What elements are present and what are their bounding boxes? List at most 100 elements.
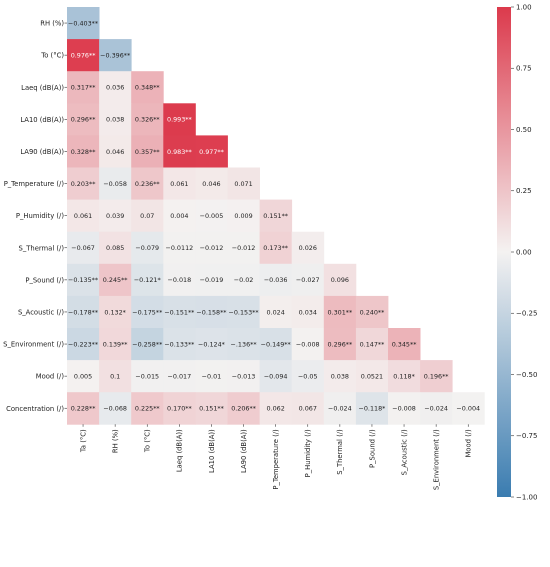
colorbar-tick-label: −0.25 [516,310,537,318]
cell-value-label: −0.0112 [165,244,193,252]
cell-value-label: −0.008 [296,340,320,348]
heatmap-cell [323,263,357,297]
heatmap-cell [259,199,293,233]
cell-value-label: −0.158** [196,308,226,316]
heatmap-cell [355,392,389,425]
heatmap-cell [131,231,164,265]
cell-value-label: 0.151** [263,212,288,220]
column-label: P_Humidity (/) [304,429,312,477]
heatmap-cell [195,328,228,361]
cell-value-label: −0.403** [68,19,98,27]
heatmap-cell [99,360,132,393]
cell-value-label: −0.121* [134,276,161,284]
colorbar-tick-label: −0.50 [516,371,537,379]
cell-value-label: 0.039 [106,212,124,220]
column-label: S_Thermal (/) [336,429,344,475]
column-label: To (°C) [144,429,152,453]
cell-value-label: −.136** [231,340,257,348]
heatmap-cell [163,263,196,297]
cell-value-label: 0.004 [170,212,188,220]
heatmap-cell [131,328,164,361]
cell-value-label: 0.151** [199,405,224,413]
heatmap-cell [131,135,164,168]
column-label: P_Temperature (/) [272,429,280,490]
cell-value-label: −0.018 [168,276,192,284]
row-label: P_Temperature (/) [4,180,65,188]
cell-value-label: −0.058 [103,180,127,188]
cell-value-label: −0.223** [68,340,98,348]
heatmap-cell [388,328,421,361]
heatmap-cell [131,295,164,329]
heatmap-cell [291,231,325,265]
colorbar-tick-label: 0.25 [516,187,532,195]
heatmap-cell [131,263,164,297]
heatmap-cell [99,71,132,104]
heatmap-cell [259,360,293,393]
heatmap-cell [67,135,100,168]
heatmap-cell [227,263,260,297]
heatmap-cell [163,135,196,168]
heatmap-cell [67,7,100,40]
heatmap-cell [227,231,260,265]
cell-value-label: 0.296** [71,116,96,124]
column-label: P_Sound (/) [368,429,376,468]
cell-value-label: 0.228** [71,405,96,413]
heatmap-cell [195,167,228,200]
cell-value-label: −0.005 [200,212,224,220]
heatmap-cell [67,103,100,136]
cell-value-label: −0.05 [298,372,318,380]
heatmap-cell [99,135,132,168]
heatmap-cell [67,328,100,361]
heatmap-cell [67,360,100,393]
heatmap-cell [195,360,228,393]
heatmap-cell [195,135,228,168]
colorbar-tick-label: −1.00 [516,493,537,501]
heatmap-cell [163,167,196,200]
cell-value-label: 0.118* [393,372,415,380]
heatmap-cell [323,328,357,361]
heatmap-cell [131,360,164,393]
cell-value-label: 0.034 [299,308,317,316]
cell-value-label: −0.013 [232,372,256,380]
heatmap-cell [259,392,293,425]
row-labels: RH (%) To (°C) Laeq (dB(A)) LA10 (dB(A)) LA9… [3,20,67,413]
colorbar-tick-label: 0.00 [516,248,532,256]
cell-value-label: 0.236** [135,180,160,188]
heatmap-cell [195,199,228,233]
row-label: S_Thermal (/) [19,244,65,252]
heatmap-cell [163,392,196,425]
heatmap-cell [99,263,132,297]
cell-value-label: 0.0521 [361,372,383,380]
heatmap-cell [195,263,228,297]
column-label: S_Environment (/) [433,429,441,490]
cell-value-label: 0.328** [71,148,96,156]
heatmap-cell [99,199,132,233]
heatmap-cell [131,103,164,136]
colorbar-tick-label: 0.75 [516,65,532,73]
cell-value-label: 0.132* [104,308,126,316]
cell-value-label: −0.094 [264,372,288,380]
heatmap-cell [163,328,196,361]
row-label: LA90 (dB(A)) [20,148,64,156]
cell-value-label: 0.345** [392,340,417,348]
heatmap-cell [259,328,293,361]
cell-value-label: 0.139** [103,340,128,348]
cell-value-label: −0.024 [424,405,448,413]
cell-value-label: 0.046 [106,148,124,156]
cell-value-label: −0.258** [132,340,162,348]
cell-value-label: 0.067 [299,405,317,413]
heatmap-cell [291,263,325,297]
row-label: RH (%) [40,20,64,28]
cell-value-label: −0.124* [198,340,225,348]
cell-value-label: 0.038 [106,116,124,124]
heatmap-cell [452,392,485,425]
colorbar-tick-label: 0.50 [516,126,532,134]
row-label: P_Sound (/) [25,276,64,284]
heatmap-cell [131,199,164,233]
row-label: S_Environment (/) [3,341,64,349]
heatmap-cell [163,231,196,265]
column-label: LA90 (dB(A)) [240,429,248,473]
cell-value-label: −0.027 [296,276,320,284]
cell-value-label: 0.026 [299,244,317,252]
heatmap-cell [163,360,196,393]
